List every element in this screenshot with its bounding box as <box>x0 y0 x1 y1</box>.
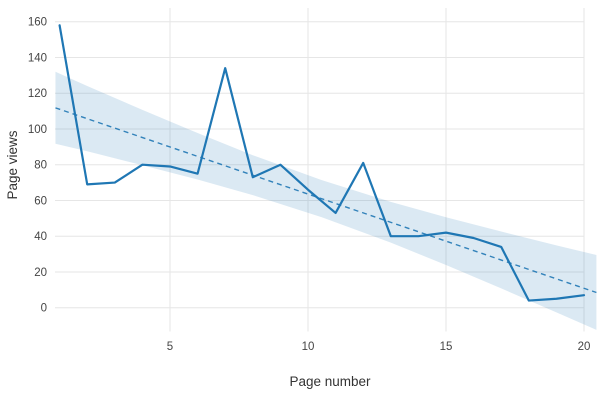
x-tick-label: 10 <box>302 341 315 353</box>
y-tick-label: 60 <box>34 195 47 207</box>
confidence-band <box>55 71 597 330</box>
y-tick-label: 0 <box>41 303 47 315</box>
page-views-line <box>58 24 586 302</box>
gridlines <box>55 8 585 332</box>
y-tick-label: 100 <box>28 124 47 136</box>
x-axis-title: Page number <box>289 374 371 389</box>
x-tick-label: 15 <box>440 341 453 353</box>
x-tick-label: 20 <box>578 341 591 353</box>
y-axis-tick-labels: 0 20 40 60 80 100 120 140 160 <box>28 17 47 315</box>
y-tick-label: 20 <box>34 267 47 279</box>
y-tick-label: 120 <box>28 88 47 100</box>
y-tick-label: 80 <box>34 160 47 172</box>
y-axis-title: Page views <box>5 130 20 199</box>
y-tick-label: 160 <box>28 17 47 29</box>
y-tick-label: 40 <box>34 231 47 243</box>
y-tick-label: 140 <box>28 52 47 64</box>
x-tick-label: 5 <box>167 341 173 353</box>
x-axis-tick-labels: 5 10 15 20 <box>167 341 591 353</box>
